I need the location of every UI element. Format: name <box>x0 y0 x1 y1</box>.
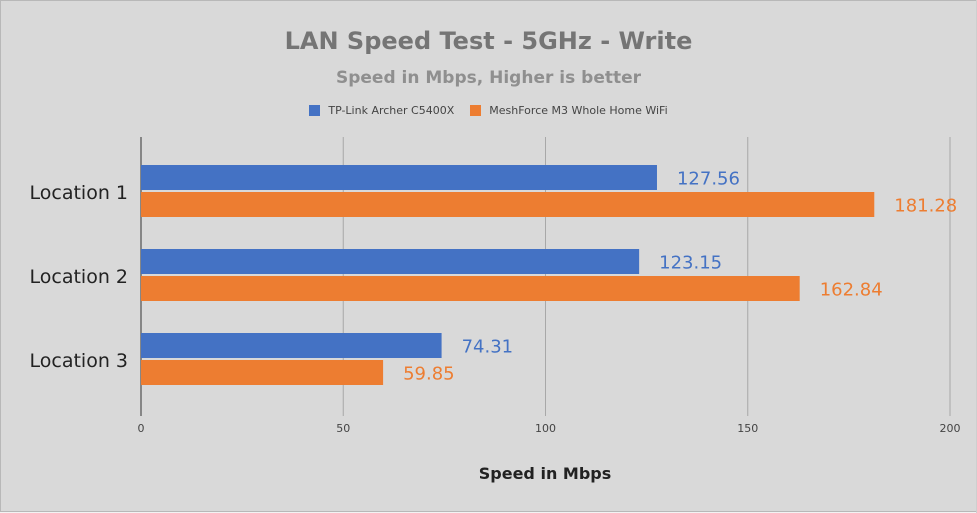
bar-tplink-location-2 <box>141 249 640 274</box>
category-label-1: Location 1 <box>30 182 129 204</box>
chart-legend: TP-Link Archer C5400X MeshForce M3 Whole… <box>0 104 977 117</box>
bar-meshforce-location-2 <box>141 276 800 301</box>
chart-title: LAN Speed Test - 5GHz - Write <box>284 27 693 55</box>
bar-tplink-location-3 <box>141 333 442 358</box>
data-label-tplink-location-2: 123.15 <box>659 253 722 274</box>
x-tick-label-0: 0 <box>138 422 145 435</box>
x-tick-label-100: 100 <box>535 422 556 435</box>
data-label-tplink-location-3: 74.31 <box>462 337 514 358</box>
category-label-3: Location 3 <box>30 350 129 372</box>
bar-tplink-location-1 <box>141 165 657 190</box>
legend-label-tplink: TP-Link Archer C5400X <box>328 104 455 117</box>
x-tick-label-50: 50 <box>336 422 350 435</box>
data-label-meshforce-location-3: 59.85 <box>403 364 455 385</box>
data-label-meshforce-location-1: 181.28 <box>894 196 957 217</box>
bar-meshforce-location-1 <box>141 192 875 217</box>
bar-meshforce-location-3 <box>141 360 384 385</box>
x-tick-label-150: 150 <box>737 422 758 435</box>
legend-swatch-meshforce <box>470 105 482 116</box>
data-label-meshforce-location-2: 162.84 <box>820 280 883 301</box>
category-label-2: Location 2 <box>30 266 129 288</box>
legend-item-tplink: TP-Link Archer C5400X <box>309 104 454 117</box>
data-label-tplink-location-1: 127.56 <box>677 169 740 190</box>
x-tick-label-200: 200 <box>940 422 961 435</box>
x-axis-label: Speed in Mbps <box>478 464 612 483</box>
legend-item-meshforce: MeshForce M3 Whole Home WiFi <box>470 104 668 117</box>
legend-swatch-tplink <box>309 105 321 116</box>
chart-subtitle: Speed in Mbps, Higher is better <box>335 68 642 88</box>
legend-label-meshforce: MeshForce M3 Whole Home WiFi <box>489 104 668 117</box>
